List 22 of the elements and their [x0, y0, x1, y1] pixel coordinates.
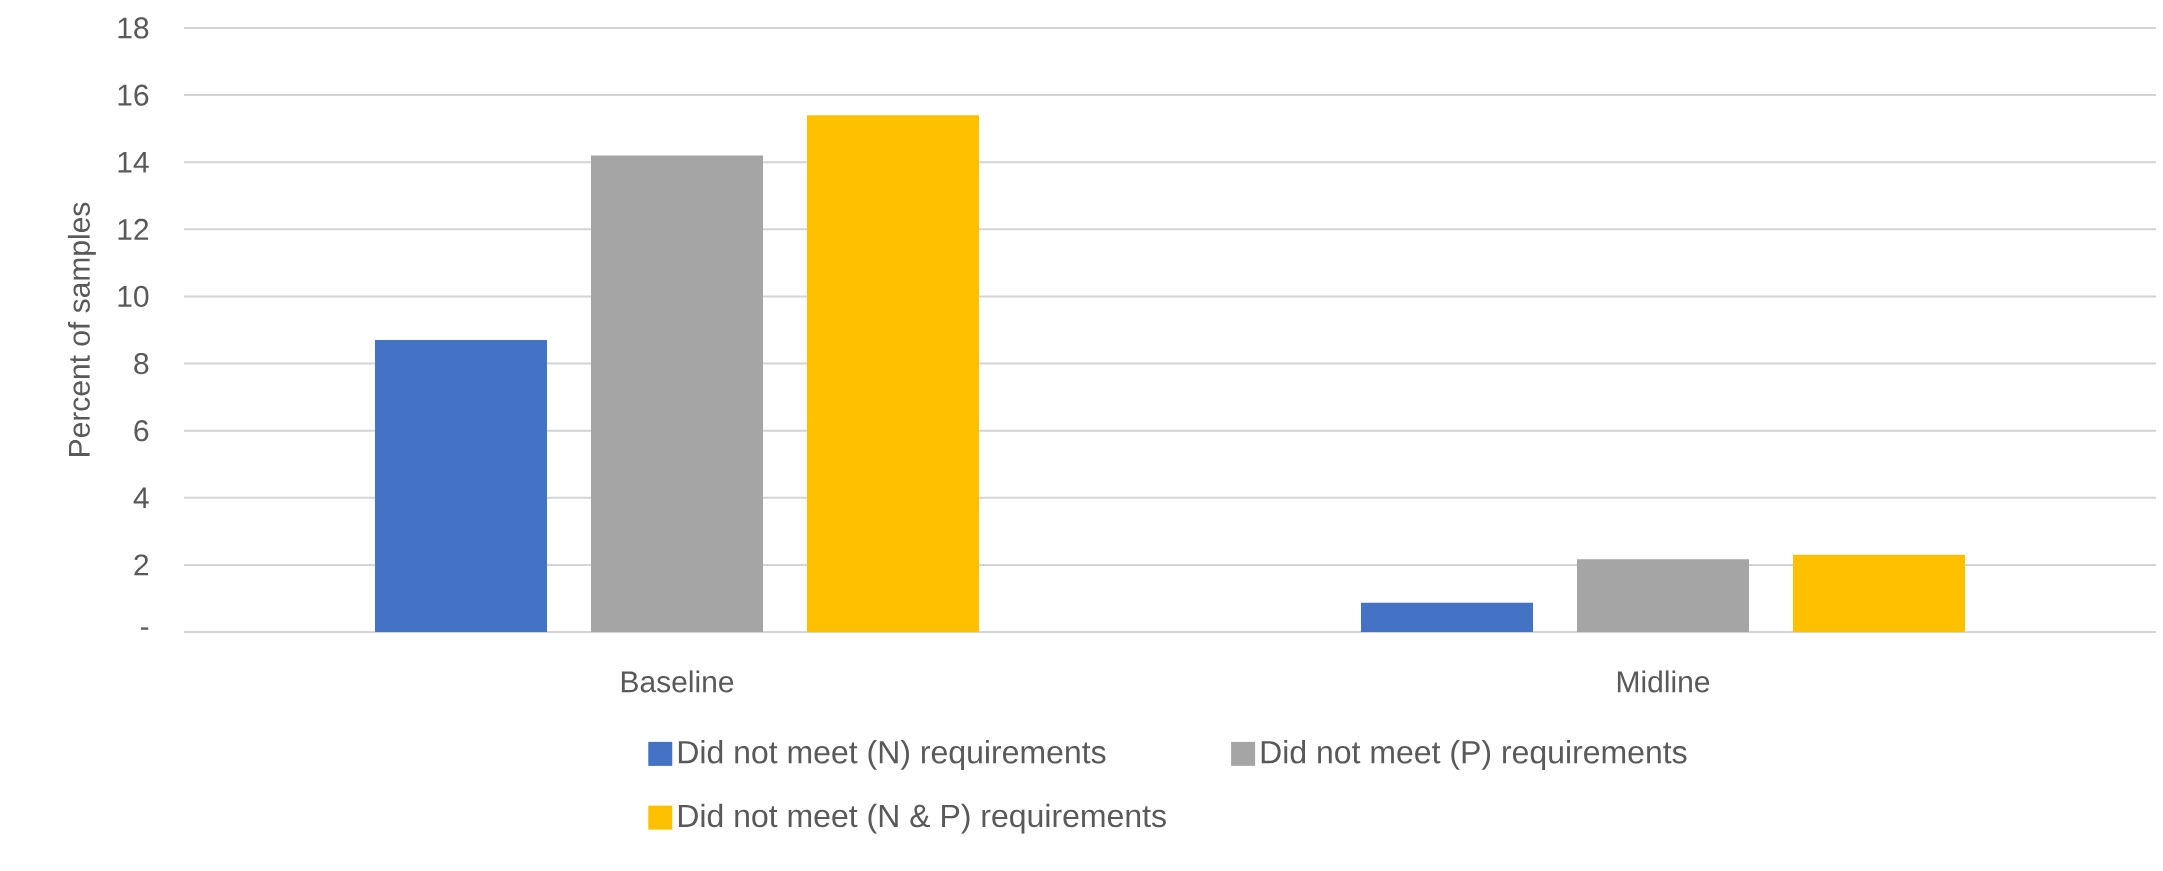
bar	[1793, 554, 1966, 632]
y-tick-label: 2	[134, 554, 149, 576]
legend-label: Did not meet (N) requirements	[678, 740, 1106, 770]
bar	[807, 115, 980, 632]
bar	[1577, 559, 1750, 632]
x-tick-label: Midline	[1617, 670, 1710, 693]
bar	[1361, 602, 1534, 632]
bar	[591, 155, 764, 632]
y-tick-label: 12	[118, 218, 149, 240]
y-tick-label: 8	[134, 352, 149, 375]
y-tick-label: 4	[133, 487, 149, 509]
y-tick-label: 6	[134, 420, 149, 442]
y-tick-label: 16	[118, 84, 149, 106]
y-tick-label: -	[140, 627, 149, 630]
x-tick-label: Baseline	[621, 670, 734, 693]
legend-label: Did not meet (N & P) requirements	[678, 803, 1166, 834]
y-tick-label: 14	[118, 151, 149, 173]
bar	[375, 340, 548, 632]
y-tick-label: 10	[118, 285, 149, 308]
y-axis-title: Percent of samples	[67, 202, 96, 456]
legend-label: Did not meet (P) requirements	[1261, 740, 1687, 770]
y-tick-label: 18	[118, 17, 149, 39]
